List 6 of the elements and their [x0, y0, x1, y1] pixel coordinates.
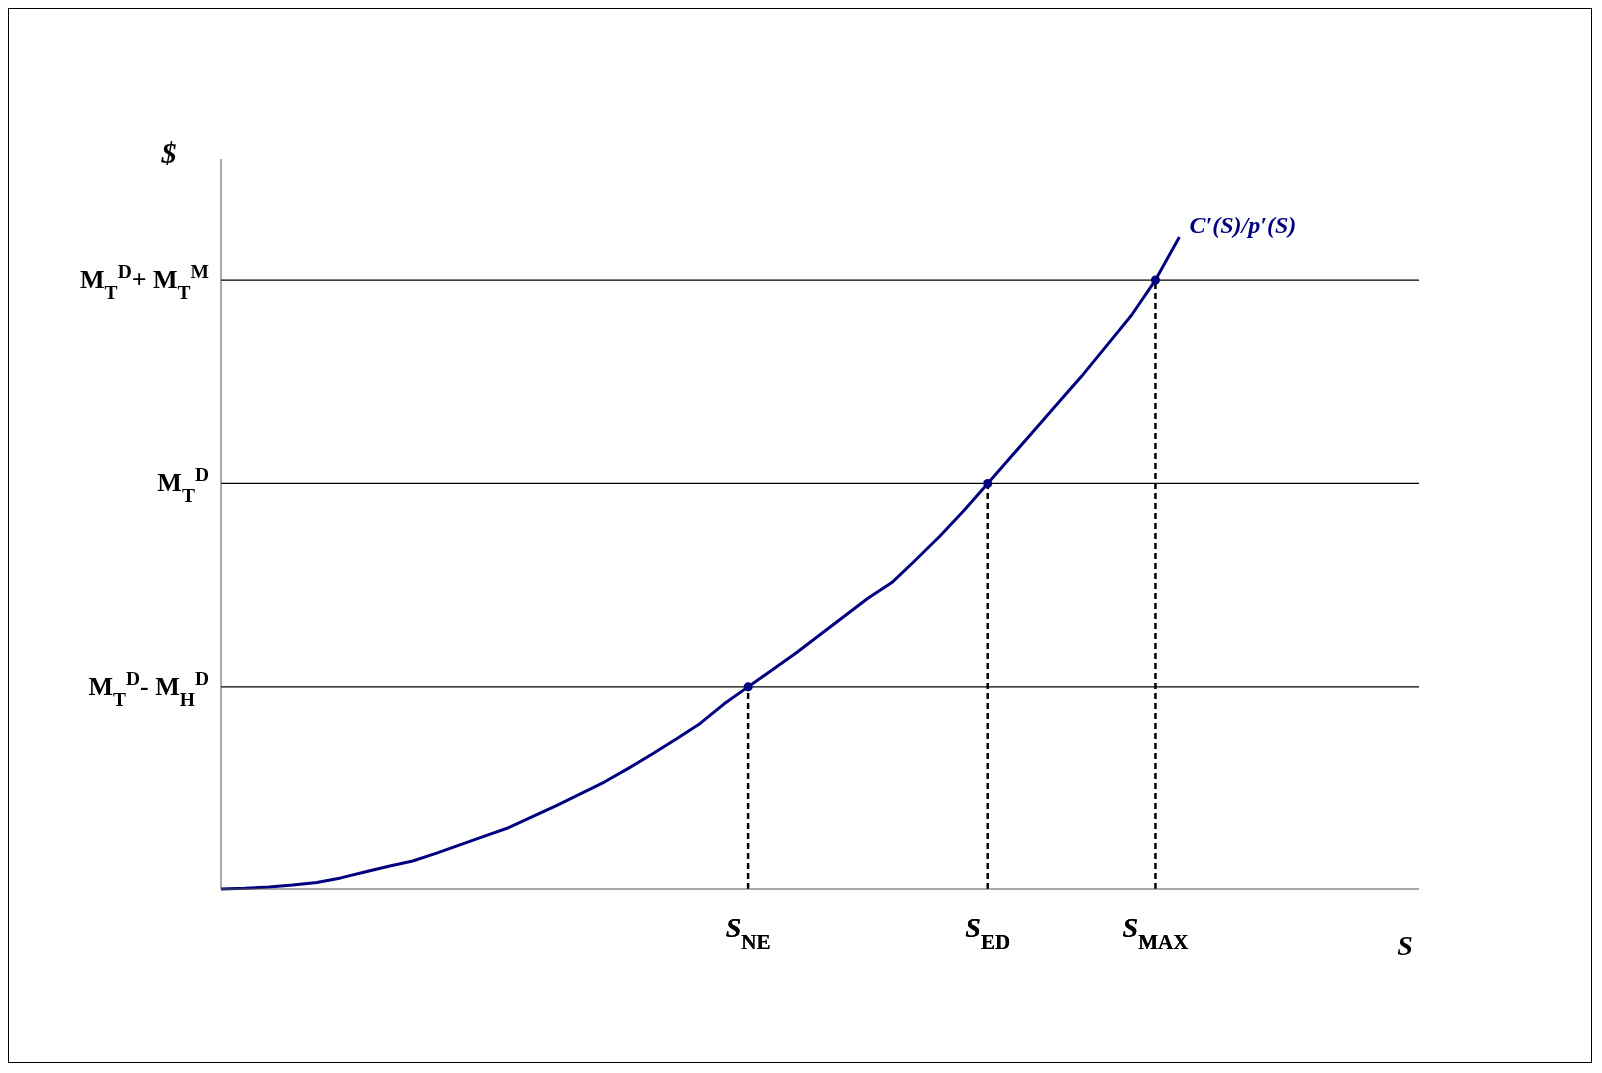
y-axis-title: $ — [160, 136, 177, 169]
x-tick-label: S$_{MAX}$ — [1122, 912, 1189, 954]
x-axis-title: S — [1397, 930, 1413, 961]
x-tick-label: S$_{ED}$ — [965, 912, 1011, 954]
x-tick-label: S$_{NE}$ — [725, 912, 771, 954]
series-label: C′(S)/p′(S) — [1189, 212, 1297, 238]
